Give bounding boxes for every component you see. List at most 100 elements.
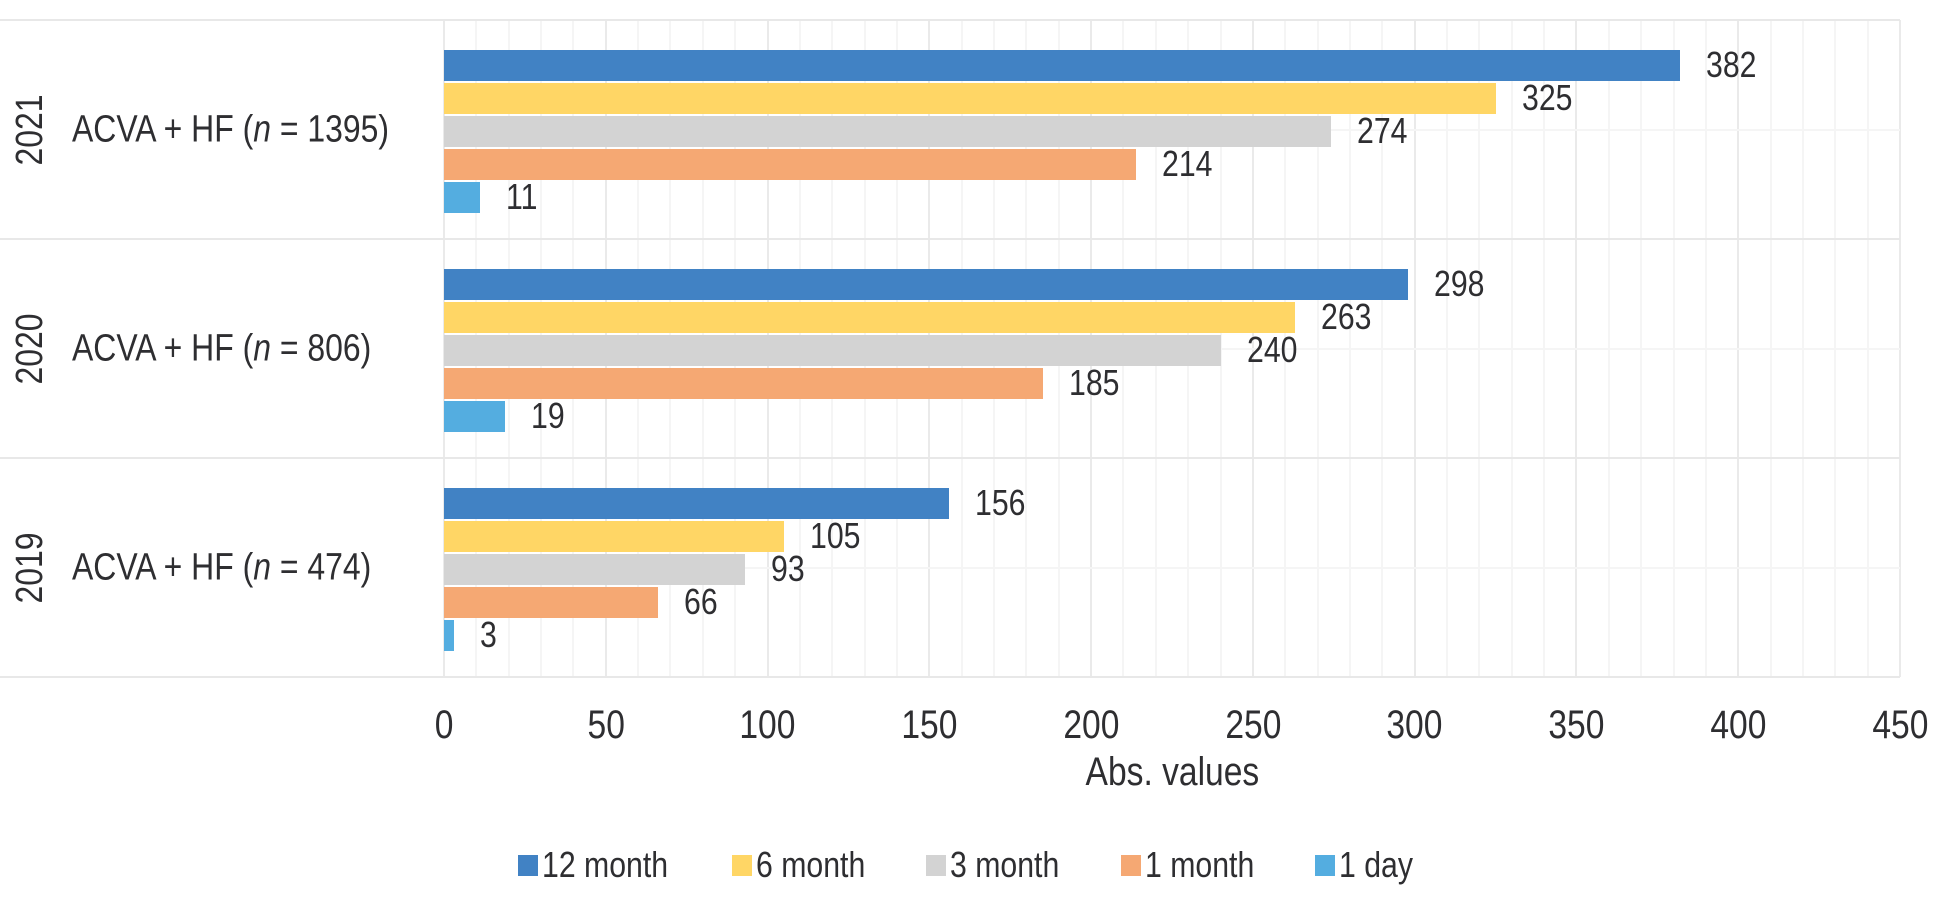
bar-2019-1-month bbox=[444, 587, 658, 618]
value-label-text: 3 bbox=[479, 613, 497, 655]
legend-label-text: 3 month bbox=[950, 844, 1060, 885]
value-label-text: 105 bbox=[809, 514, 861, 556]
x-tick-label: 200 bbox=[1021, 705, 1161, 745]
value-label: 240 bbox=[1247, 329, 1307, 371]
gridline-minor-horizontal bbox=[444, 566, 1900, 569]
legend-item-1-day: 1 day bbox=[1314, 847, 1427, 883]
x-tick-label: 100 bbox=[698, 705, 838, 745]
bar-2020-1-month bbox=[444, 368, 1043, 399]
bar-2019-3-month bbox=[444, 554, 745, 585]
bar-2021-6-month bbox=[444, 83, 1496, 114]
value-label-text: 66 bbox=[683, 580, 718, 622]
value-label: 298 bbox=[1434, 263, 1494, 305]
bar-2019-12-month bbox=[444, 488, 949, 519]
x-tick-label-text: 50 bbox=[587, 703, 625, 747]
legend-label: 3 month bbox=[950, 847, 1080, 883]
category-group-label-text: ACVA + HF (n = 1395) bbox=[72, 108, 390, 150]
legend-swatch bbox=[1120, 854, 1141, 876]
legend-label-text: 6 month bbox=[756, 844, 866, 885]
legend-swatch bbox=[1314, 854, 1335, 876]
legend-label: 1 month bbox=[1145, 847, 1275, 883]
bar-2020-12-month bbox=[444, 269, 1409, 300]
legend-swatch bbox=[732, 854, 753, 876]
x-tick-label: 150 bbox=[859, 705, 999, 745]
legend-item-1-month: 1 month bbox=[1120, 847, 1275, 883]
group-boundary-line bbox=[0, 457, 1900, 459]
legend-item-12-month: 12 month bbox=[518, 847, 692, 883]
value-label-text: 325 bbox=[1521, 76, 1573, 118]
bar-2020-6-month bbox=[444, 302, 1295, 333]
value-label: 214 bbox=[1162, 143, 1222, 185]
group-boundary-line bbox=[0, 676, 1900, 678]
value-label-text: 185 bbox=[1068, 361, 1120, 403]
legend-item-3-month: 3 month bbox=[926, 847, 1080, 883]
value-label: 325 bbox=[1522, 77, 1582, 119]
category-year-label: 2021 bbox=[9, 93, 51, 166]
x-tick-label-text: 200 bbox=[1063, 703, 1120, 747]
value-label-text: 93 bbox=[770, 547, 805, 589]
category-group-label: ACVA + HF (n = 474) bbox=[72, 546, 428, 589]
value-label-text: 274 bbox=[1356, 109, 1407, 151]
legend-item-6-month: 6 month bbox=[732, 847, 886, 883]
bar-2021-1-month bbox=[444, 149, 1137, 180]
bar-2020-1-day bbox=[444, 401, 506, 432]
value-label: 382 bbox=[1706, 44, 1766, 86]
x-axis-title: Abs. values bbox=[444, 750, 1900, 794]
x-tick-label: 0 bbox=[374, 705, 514, 745]
legend-label-text: 12 month bbox=[542, 844, 669, 885]
value-label: 11 bbox=[506, 176, 543, 218]
x-tick-label: 300 bbox=[1345, 705, 1485, 745]
x-tick-label-text: 400 bbox=[1710, 703, 1767, 747]
bar-2019-1-day bbox=[444, 620, 454, 651]
group-boundary-line bbox=[0, 19, 1900, 21]
gridline-major-vertical bbox=[1899, 20, 1901, 677]
x-tick-label: 350 bbox=[1506, 705, 1646, 745]
x-tick-label-text: 250 bbox=[1224, 703, 1281, 747]
legend-label: 6 month bbox=[756, 847, 886, 883]
category-group-label-text: ACVA + HF (n = 806) bbox=[72, 327, 372, 369]
legend-swatch bbox=[926, 854, 947, 876]
x-tick-label-text: 0 bbox=[434, 703, 454, 747]
legend-label-text: 1 month bbox=[1144, 844, 1254, 885]
group-boundary-line bbox=[0, 238, 1900, 240]
bar-2020-3-month bbox=[444, 335, 1221, 366]
category-group-label-text: ACVA + HF (n = 474) bbox=[72, 546, 372, 588]
x-tick-label: 400 bbox=[1668, 705, 1808, 745]
value-label-text: 263 bbox=[1320, 295, 1372, 337]
legend-label: 1 day bbox=[1339, 847, 1427, 883]
value-label-text: 156 bbox=[974, 481, 1026, 523]
value-label-text: 240 bbox=[1246, 328, 1297, 370]
legend-label: 12 month bbox=[542, 847, 692, 883]
legend: 12 month 6 month 3 month 1 month 1 day bbox=[0, 845, 1945, 885]
value-label: 274 bbox=[1357, 110, 1417, 152]
value-label: 263 bbox=[1321, 296, 1381, 338]
value-label-text: 19 bbox=[531, 394, 566, 436]
category-year-label: 2020 bbox=[9, 312, 51, 385]
x-tick-label: 450 bbox=[1830, 705, 1945, 745]
x-tick-label-text: 150 bbox=[901, 703, 958, 747]
value-label: 93 bbox=[771, 548, 811, 590]
value-label-text: 214 bbox=[1162, 142, 1213, 184]
x-tick-label-text: 450 bbox=[1871, 703, 1929, 747]
value-label-text: 298 bbox=[1434, 262, 1485, 304]
x-axis-title-text: Abs. values bbox=[1085, 750, 1259, 794]
bar-2019-6-month bbox=[444, 521, 784, 552]
bar-2021-3-month bbox=[444, 116, 1331, 147]
value-label: 105 bbox=[810, 515, 870, 557]
legend-label-text: 1 day bbox=[1338, 844, 1413, 885]
x-tick-label-text: 300 bbox=[1386, 703, 1443, 747]
x-tick-label: 250 bbox=[1183, 705, 1323, 745]
bar-2021-1-day bbox=[444, 182, 480, 213]
category-group-label: ACVA + HF (n = 1395) bbox=[72, 108, 449, 151]
value-label: 156 bbox=[975, 482, 1035, 524]
value-label-text: 11 bbox=[505, 175, 537, 217]
value-label-text: 382 bbox=[1705, 43, 1757, 85]
value-label: 19 bbox=[531, 395, 571, 437]
x-tick-label: 50 bbox=[536, 705, 676, 745]
legend-swatch bbox=[518, 854, 539, 876]
value-label: 185 bbox=[1069, 362, 1129, 404]
bar-2021-12-month bbox=[444, 50, 1680, 81]
category-year-label: 2019 bbox=[9, 531, 51, 604]
value-label: 3 bbox=[480, 614, 500, 656]
